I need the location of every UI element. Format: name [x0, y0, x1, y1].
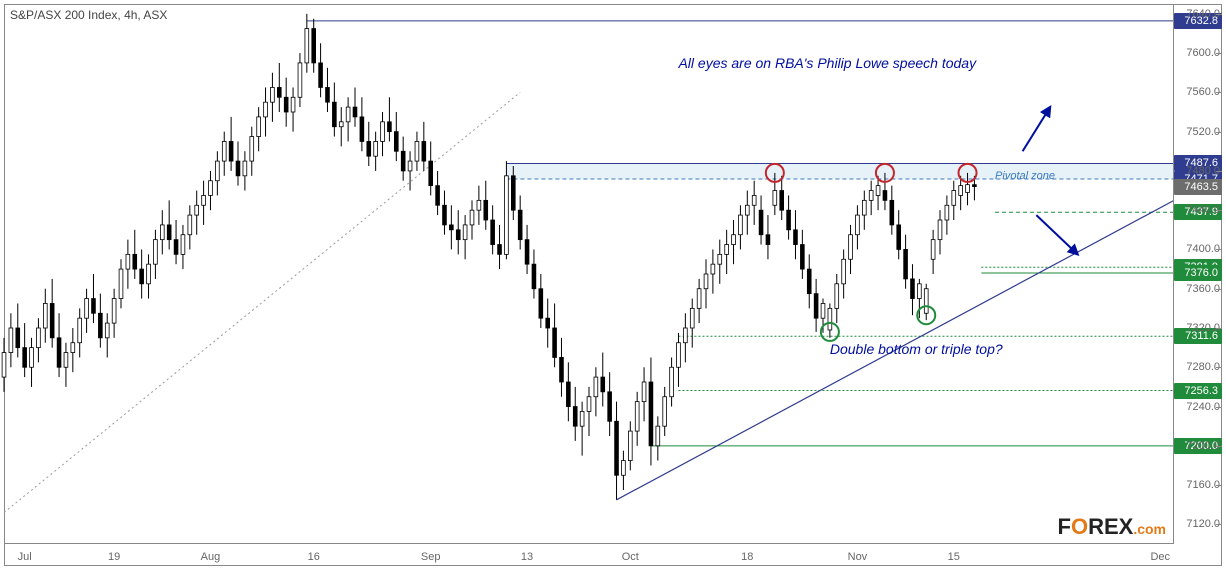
chart-container: S&P/ASX 200 Index, 4h, ASX 7632.87487.67…: [0, 0, 1226, 570]
x-tick: 15: [948, 551, 960, 563]
logo-o: O: [1071, 514, 1088, 539]
x-tick: Oct: [622, 551, 639, 563]
annotation-text: Pivotal zone: [995, 170, 1055, 182]
y-tick: 7600.0: [1186, 47, 1220, 59]
x-axis: Jul 19 Aug 16 Sep 13 Oct 18 Nov 15 Dec: [4, 543, 1174, 566]
logo-f: F: [1057, 514, 1070, 539]
x-tick: Sep: [421, 551, 441, 563]
x-tick: Dec: [1150, 551, 1170, 563]
plot-svg: [4, 4, 1174, 544]
x-tick: 16: [308, 551, 320, 563]
y-tick: 7640.0: [1186, 8, 1220, 20]
y-tick: 7160.0: [1186, 479, 1220, 491]
y-tick: 7360.0: [1186, 283, 1220, 295]
x-tick: 19: [108, 551, 120, 563]
annotation-text: All eyes are on RBA's Philip Lowe speech…: [678, 55, 976, 71]
y-tick: 7320.0: [1186, 322, 1220, 334]
x-tick: Nov: [848, 551, 868, 563]
y-tick: 7120.0: [1186, 518, 1220, 530]
x-tick: 13: [521, 551, 533, 563]
x-tick: Jul: [18, 551, 32, 563]
logo-com: .com: [1133, 521, 1166, 537]
y-tick: 7200.0: [1186, 440, 1220, 452]
plot-area[interactable]: 7632.87487.67471.77463.57437.97381.97376…: [4, 4, 1174, 544]
y-tick: 7440.0: [1186, 204, 1220, 216]
logo-rex: REX: [1088, 514, 1133, 539]
forex-logo: FOREX.com: [1057, 514, 1166, 540]
y-tick: 7480.0: [1186, 165, 1220, 177]
annotation-text: Double bottom or triple top?: [830, 341, 1003, 357]
y-tick: 7520.0: [1186, 126, 1220, 138]
y-tick: 7240.0: [1186, 401, 1220, 413]
x-tick: Aug: [201, 551, 221, 563]
y-tick: 7280.0: [1186, 361, 1220, 373]
y-tick: 7560.0: [1186, 86, 1220, 98]
y-axis: 7120.0 7160.0 7200.0 7240.0 7280.0 7320.0 7360…: [1173, 4, 1222, 544]
x-tick: 18: [741, 551, 753, 563]
y-tick: 7400.0: [1186, 243, 1220, 255]
